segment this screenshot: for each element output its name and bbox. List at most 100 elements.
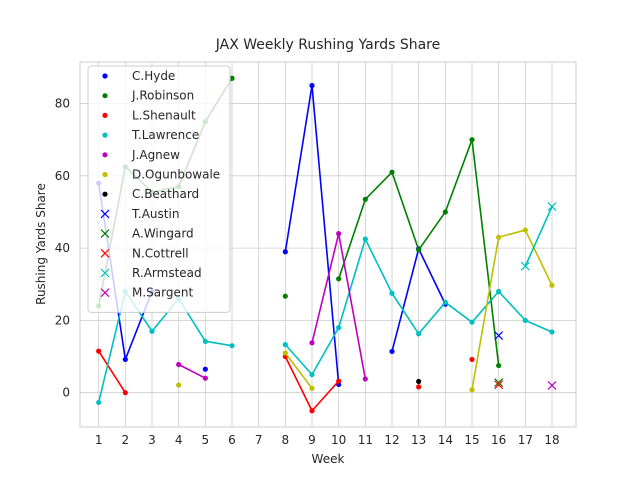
x-tick-label: 4	[175, 433, 183, 447]
data-point	[229, 343, 235, 349]
x-tick-label: 18	[544, 433, 559, 447]
legend-marker-x	[100, 209, 110, 219]
series-line-segment	[471, 290, 500, 323]
series-line-segment	[205, 340, 233, 347]
series-line-segment	[444, 139, 473, 213]
y-tick-label: 0	[62, 386, 70, 400]
y-tick-label: 80	[55, 97, 70, 111]
legend-marker-dot	[102, 152, 108, 158]
data-point	[282, 249, 288, 255]
series-line-segment	[311, 233, 340, 343]
legend-label: J.Agnew	[131, 148, 180, 162]
series-line-segment	[444, 301, 473, 323]
data-point	[416, 331, 422, 337]
legend-label: L.Shenault	[132, 108, 196, 122]
y-tick-label: 20	[55, 313, 70, 327]
series-line-segment	[311, 380, 340, 412]
data-point	[362, 196, 368, 202]
data-point	[522, 227, 528, 233]
data-point-x-marker	[494, 331, 504, 340]
series-line-segment	[311, 327, 340, 375]
data-point	[282, 293, 288, 299]
data-point	[336, 276, 342, 282]
series-c-beathard	[416, 378, 422, 385]
data-point	[96, 399, 102, 406]
x-tick-label: 6	[228, 433, 236, 447]
plot-frame	[79, 61, 577, 428]
legend-label: T.Lawrence	[131, 128, 199, 142]
series-n-cottrell	[494, 380, 504, 390]
series-line-segment	[498, 229, 526, 239]
legend-marker-dot	[102, 73, 108, 79]
series-line-segment	[337, 238, 367, 328]
data-point	[522, 317, 528, 323]
data-point	[336, 378, 342, 384]
series-line-segment	[364, 238, 393, 294]
legend-label: R.Armstead	[132, 266, 202, 280]
legend-box	[87, 65, 231, 313]
data-point	[389, 290, 395, 296]
legend-marker-x	[100, 268, 110, 278]
legend-label: D.Ogunbowale	[132, 168, 220, 182]
x-tick-label: 14	[438, 433, 453, 447]
data-point	[309, 340, 315, 346]
series-layer	[96, 75, 557, 414]
legend-label: M.Sargent	[132, 286, 193, 300]
data-point	[309, 82, 315, 89]
y-tick-label: 40	[55, 241, 70, 255]
x-axis-label: Week	[312, 452, 345, 466]
data-point	[202, 375, 208, 381]
data-point	[362, 236, 368, 242]
data-point	[202, 338, 208, 344]
series-m-sargent	[547, 381, 557, 390]
data-point	[469, 356, 475, 363]
legend-marker-x	[100, 229, 110, 239]
series-d-ogunbowale	[176, 227, 555, 393]
data-point	[416, 378, 422, 385]
x-tick-label: 12	[384, 433, 399, 447]
series-line-segment	[284, 356, 313, 412]
legend-marker-dot	[102, 171, 108, 178]
data-point-x-marker	[547, 381, 557, 390]
series-t-austin	[494, 331, 504, 340]
legend-label: C.Beathard	[132, 187, 199, 201]
legend-marker-dot	[102, 132, 108, 138]
legend-marker-dot	[102, 112, 108, 118]
legend-label: J.Robinson	[131, 89, 194, 103]
data-point	[282, 350, 288, 356]
series-r-armstead	[520, 202, 557, 271]
series-a-wingard	[494, 378, 504, 387]
data-point	[469, 387, 475, 393]
y-tick-label: 60	[55, 169, 70, 183]
series-line-segment	[337, 233, 367, 380]
series-line-segment	[178, 363, 206, 379]
series-line-segment	[337, 199, 367, 280]
series-l-shenault	[96, 348, 475, 414]
data-point	[176, 361, 182, 368]
x-tick-label: 15	[464, 433, 479, 447]
data-point	[202, 366, 208, 372]
legend: C.Hyde J.Robinson L.Shenault T.Lawrence J.Ag…	[87, 65, 231, 313]
x-tick-label: 9	[308, 433, 316, 447]
data-point	[176, 382, 182, 388]
data-point	[309, 408, 315, 414]
legend-label: N.Cottrell	[132, 246, 189, 260]
data-point-x-marker	[494, 378, 504, 387]
data-point	[309, 385, 315, 391]
data-point	[229, 75, 235, 81]
series-line-segment	[524, 229, 553, 286]
data-point	[442, 299, 448, 305]
data-point	[496, 362, 502, 369]
data-point	[389, 348, 395, 355]
data-point	[309, 371, 315, 378]
data-point	[442, 209, 448, 215]
x-tick-label: 16	[491, 433, 506, 447]
series-line-segment	[364, 171, 393, 200]
data-point	[549, 329, 555, 335]
x-tick-label: 2	[122, 433, 130, 447]
data-point	[122, 390, 128, 396]
series-line-segment	[471, 139, 500, 366]
